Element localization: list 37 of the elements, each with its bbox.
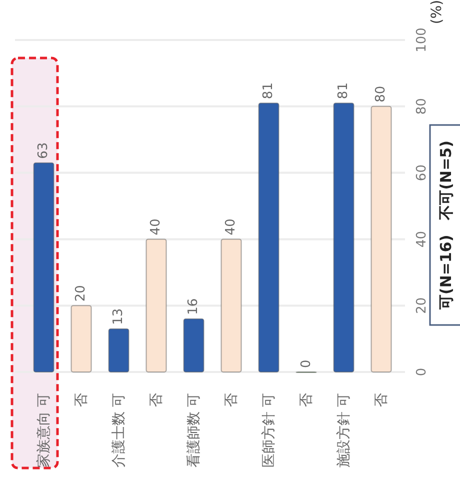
x-tick-label: 否 — [73, 393, 90, 407]
y-axis-title: (%) — [429, 0, 445, 24]
x-tick-label: 介護士数 可 — [110, 393, 127, 468]
bar — [220, 238, 242, 372]
x-tick-label: 否 — [148, 393, 164, 407]
bar — [333, 102, 354, 372]
y-tick-label: 60 — [414, 164, 430, 182]
data-label: 40 — [224, 218, 239, 236]
x-tick-label: 否 — [223, 393, 240, 407]
data-label: 81 — [336, 82, 352, 100]
x-tick-label: 看護師数 可 — [186, 393, 202, 468]
bar — [370, 106, 392, 372]
x-tick-label: 医師方針 可 — [260, 393, 277, 468]
bar — [70, 305, 92, 372]
bar — [258, 102, 280, 372]
x-tick-label: 否 — [298, 393, 314, 407]
data-label: 16 — [186, 298, 202, 315]
data-label: 13 — [111, 308, 126, 325]
bar — [108, 328, 130, 372]
data-label: 0 — [298, 360, 314, 368]
data-label: 80 — [374, 86, 389, 102]
bar — [33, 162, 54, 372]
y-tick-label: 0 — [414, 368, 430, 376]
bar — [146, 238, 167, 372]
data-label: 20 — [74, 285, 89, 302]
x-tick-label: 施設方針 可 — [336, 393, 352, 468]
y-tick-label: 40 — [414, 230, 430, 248]
x-tick-label: 否 — [373, 393, 390, 407]
y-tick-label: 80 — [414, 98, 430, 115]
bar — [183, 318, 204, 372]
x-tick-label: 家族意向 可 — [36, 393, 52, 468]
data-label: 63 — [36, 142, 52, 159]
data-label: 81 — [261, 82, 276, 100]
text: 可(N=16) 不可(N=5) — [437, 140, 455, 310]
y-tick-label: 100 — [414, 28, 430, 52]
data-label: 40 — [148, 218, 164, 236]
y-tick-label: 20 — [414, 297, 430, 314]
